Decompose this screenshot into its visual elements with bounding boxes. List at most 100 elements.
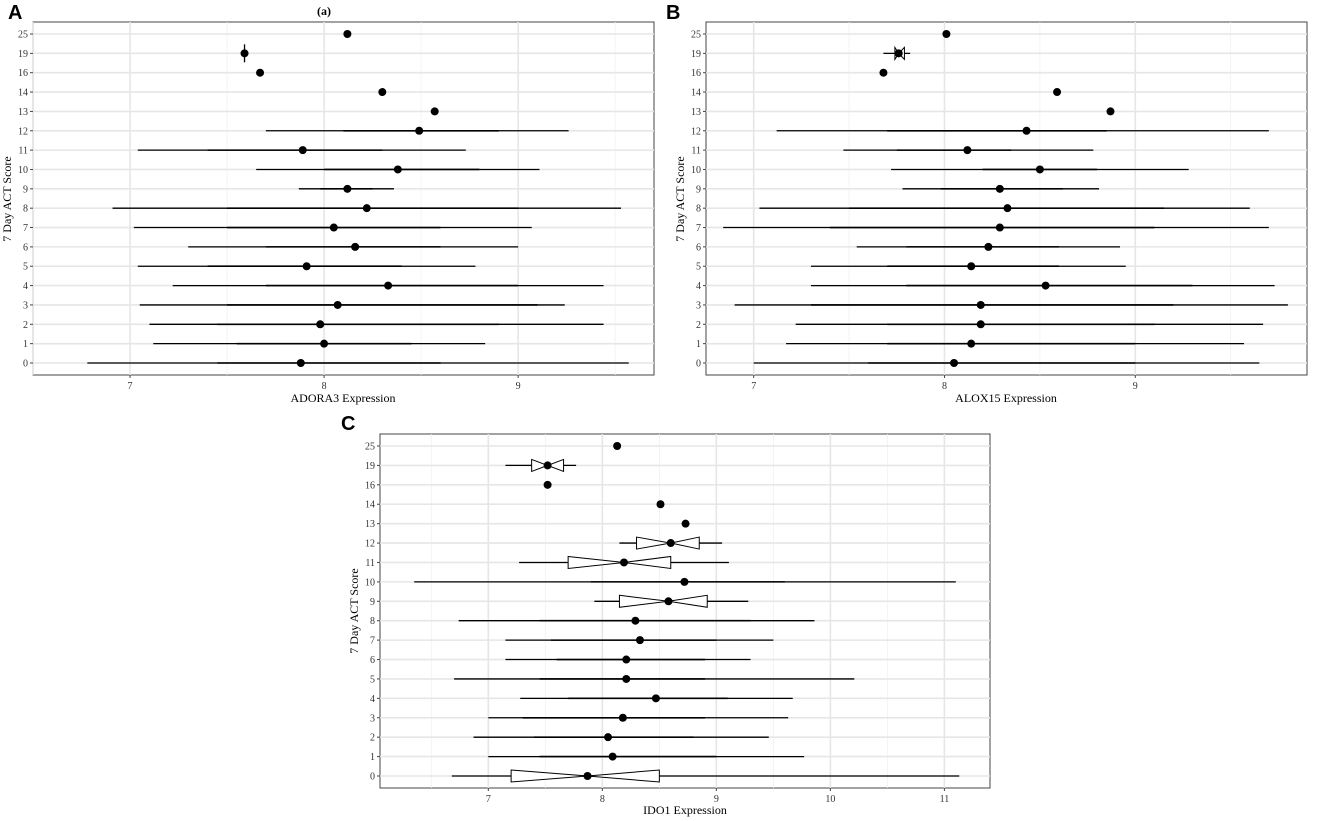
point-a-12 (415, 126, 424, 135)
point-b-11 (963, 146, 972, 155)
x-ticks-a: 7 8 9 (128, 375, 521, 392)
y-tick-label: 19 (18, 49, 28, 60)
point-c-2 (604, 733, 613, 742)
y-tick-label: 8 (23, 204, 28, 215)
y-tick-label: 4 (23, 281, 28, 292)
y-tick-label: 12 (18, 126, 28, 137)
point-b-25 (942, 30, 951, 38)
y-tick-label: 19 (365, 461, 375, 472)
x-tick-label: 9 (714, 794, 719, 805)
y-tick-label: 0 (370, 772, 375, 783)
y-tick-label: 2 (23, 320, 28, 331)
y-tick-label: 3 (23, 300, 28, 311)
point-a-10 (393, 165, 402, 174)
y-tick-label: 11 (18, 146, 28, 157)
y-tick-label: 10 (691, 165, 701, 176)
point-b-1 (967, 339, 976, 348)
plot-frame-a (32, 21, 655, 376)
y-tick-label: 1 (696, 339, 701, 350)
y-axis-title-a: 7 Day ACT Score (0, 156, 14, 241)
y-tick-label: 13 (18, 107, 28, 118)
y-tick-label: 3 (370, 713, 375, 724)
x-tick-label: 9 (516, 381, 521, 392)
point-a-9 (343, 184, 352, 193)
point-a-11 (298, 146, 307, 155)
y-axis-title-c: 7 Day ACT Score (347, 568, 361, 653)
y-tick-label: 4 (370, 694, 375, 705)
marks-b (723, 30, 1288, 367)
x-tick-label: 7 (751, 381, 756, 392)
point-c-1 (608, 752, 617, 761)
point-a-25 (343, 30, 352, 38)
y-tick-label: 0 (23, 359, 28, 370)
y-tick-label: 14 (691, 88, 701, 99)
point-b-2 (976, 320, 985, 329)
marks-c (414, 442, 960, 783)
y-tick-label: 13 (691, 107, 701, 118)
point-b-10 (1035, 165, 1044, 174)
point-a-16 (256, 68, 265, 77)
y-tick-label: 3 (696, 300, 701, 311)
y-axis-title-b: 7 Day ACT Score (673, 156, 687, 241)
point-a-5 (302, 262, 311, 271)
y-tick-label: 11 (691, 146, 701, 157)
point-c-11 (620, 558, 628, 567)
x-tick-label: 11 (940, 794, 950, 805)
y-tick-label: 5 (370, 674, 375, 685)
point-a-14 (378, 88, 387, 97)
point-b-12 (1022, 126, 1031, 135)
y-tick-label: 2 (370, 733, 375, 744)
x-tick-label: 9 (1133, 381, 1138, 392)
point-b-16 (879, 68, 888, 77)
point-a-2 (316, 320, 325, 329)
x-tick-label: 8 (600, 794, 605, 805)
y-tick-label: 2 (696, 320, 701, 331)
point-a-8 (362, 204, 371, 213)
y-tick-label: 6 (23, 242, 28, 253)
point-c-6 (622, 655, 631, 664)
x-ticks-c: 7 8 9 10 11 (486, 788, 949, 805)
y-tick-label: 5 (23, 262, 28, 273)
x-axis-title-a: ADORA3 Expression (291, 391, 396, 405)
y-tick-label: 12 (691, 126, 701, 137)
y-tick-label: 14 (365, 500, 375, 511)
point-c-8 (631, 616, 640, 625)
panel-label-a: A (8, 2, 22, 24)
marks-a (87, 30, 629, 367)
y-tick-label: 9 (370, 597, 375, 608)
point-b-5 (967, 262, 976, 271)
y-tick-label: 13 (365, 519, 375, 530)
point-c-4 (651, 694, 660, 703)
point-c-19 (543, 461, 552, 470)
point-b-7 (995, 223, 1004, 232)
y-tick-label: 16 (18, 68, 28, 79)
y-tick-label: 6 (370, 655, 375, 666)
y-tick-label: 16 (365, 480, 375, 491)
panel-a-subtitle: (a) (317, 4, 331, 18)
point-c-7 (635, 636, 644, 645)
y-tick-label: 9 (23, 184, 28, 195)
point-b-13 (1106, 107, 1115, 116)
y-tick-label: 7 (370, 636, 375, 647)
y-tick-label: 6 (696, 242, 701, 253)
point-a-19 (240, 49, 249, 58)
y-tick-label: 25 (691, 30, 701, 41)
point-c-5 (622, 674, 631, 683)
point-b-9 (995, 184, 1004, 193)
x-axis-title-b: ALOX15 Expression (955, 391, 1057, 405)
point-a-6 (351, 242, 360, 251)
y-tick-label: 1 (370, 752, 375, 763)
point-b-0 (950, 359, 959, 367)
point-a-7 (329, 223, 338, 232)
x-tick-label: 8 (322, 381, 327, 392)
point-a-3 (333, 300, 342, 309)
point-c-12 (666, 539, 675, 548)
x-tick-label: 8 (942, 381, 947, 392)
y-tick-label: 8 (696, 204, 701, 215)
y-tick-label: 8 (370, 616, 375, 627)
